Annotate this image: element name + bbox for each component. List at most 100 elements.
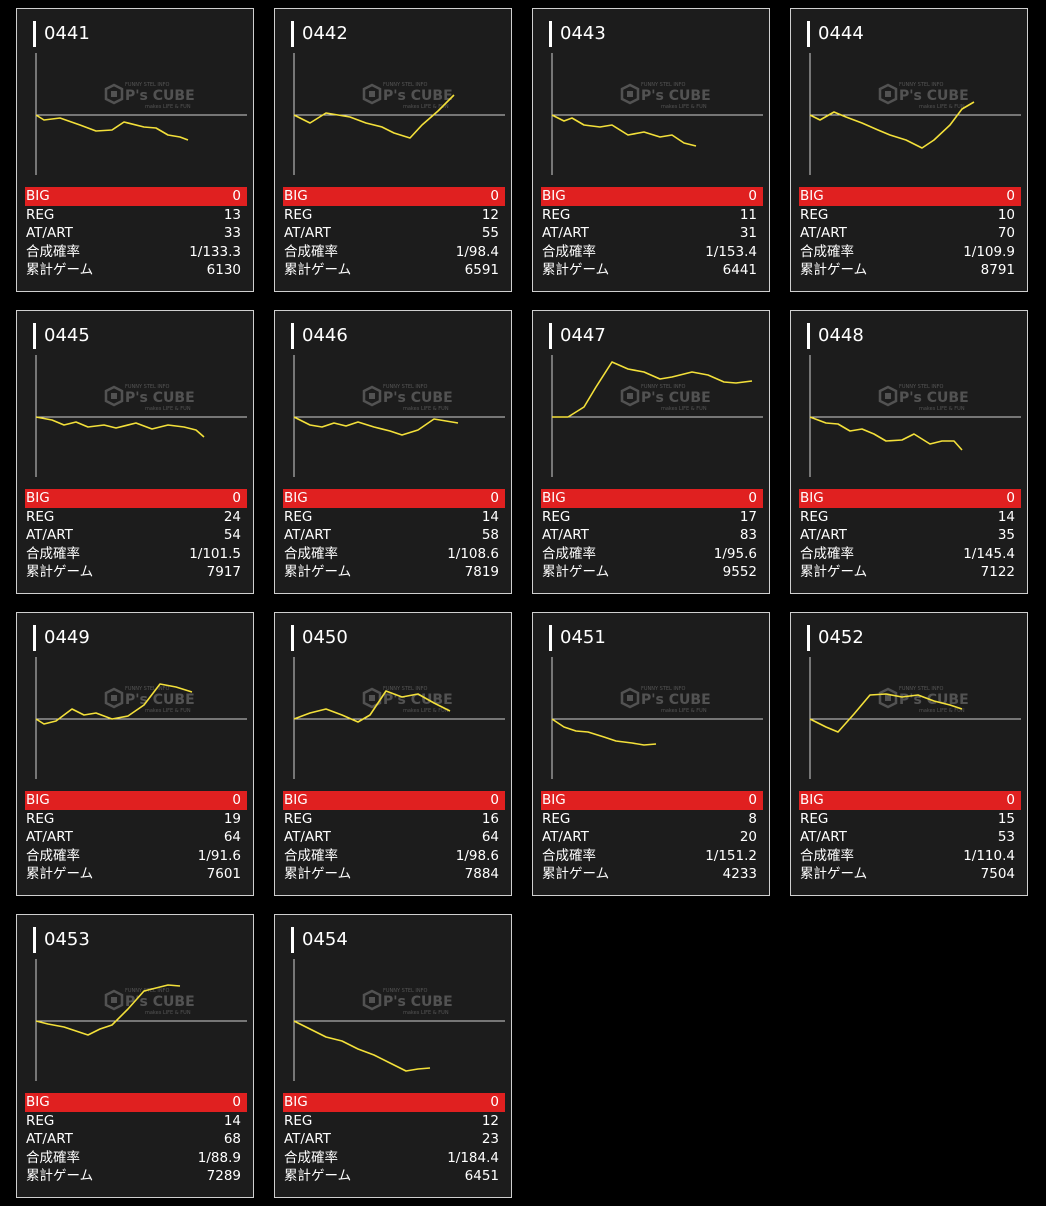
- svg-text:FUNNY STEL INFO: FUNNY STEL INFO: [899, 384, 944, 390]
- svg-text:FUNNY STEL INFO: FUNNY STEL INFO: [383, 384, 428, 390]
- svg-text:P's CUBE: P's CUBE: [641, 692, 711, 708]
- machine-card[interactable]: 0450 FUNNY STEL INFO P's CUBE makes LIFE & …: [274, 612, 512, 896]
- stat-label: REG: [26, 810, 55, 827]
- stat-label: REG: [284, 810, 313, 827]
- stat-value: 0: [748, 490, 757, 506]
- machine-card[interactable]: 0445 FUNNY STEL INFO P's CUBE makes LIFE & …: [16, 310, 254, 594]
- stat-label: REG: [26, 1112, 55, 1129]
- stat-label: BIG: [284, 792, 308, 808]
- at-art-row: AT/ART 68: [25, 1130, 247, 1149]
- svg-text:FUNNY STEL INFO: FUNNY STEL INFO: [125, 686, 170, 692]
- reg-row: REG 19: [25, 810, 247, 829]
- stat-label: 合成確率: [26, 545, 80, 562]
- big-row: BIG 0: [541, 791, 763, 810]
- machine-card[interactable]: 0452 FUNNY STEL INFO P's CUBE makes LIFE & …: [790, 612, 1028, 896]
- payout-line: [809, 693, 963, 733]
- payout-line: [293, 416, 459, 436]
- svg-text:FUNNY STEL INFO: FUNNY STEL INFO: [125, 82, 170, 88]
- stat-value: 23: [481, 1131, 499, 1148]
- stat-label: 累計ゲーム: [800, 866, 868, 883]
- payout-line: [293, 690, 451, 723]
- big-row: BIG 0: [25, 791, 247, 810]
- stats-table: BIG 0 REG 11 AT/ART 31 合成確率 1/153.4 累計ゲーム 6441: [541, 187, 763, 280]
- total-games-row: 累計ゲーム 6451: [283, 1167, 505, 1186]
- stat-value: 12: [481, 206, 499, 223]
- machine-card[interactable]: 0449 FUNNY STEL INFO P's CUBE makes LIFE & …: [16, 612, 254, 896]
- machine-number: 0441: [33, 21, 90, 47]
- stat-label: 累計ゲーム: [542, 564, 610, 581]
- stat-label: 合成確率: [26, 1149, 80, 1166]
- combined-probability-row: 合成確率 1/145.4: [799, 545, 1021, 564]
- machine-card[interactable]: 0448 FUNNY STEL INFO P's CUBE makes LIFE & …: [790, 310, 1028, 594]
- stat-value: 1/101.5: [189, 545, 241, 562]
- at-art-row: AT/ART 54: [25, 526, 247, 545]
- svg-text:makes LIFE & FUN: makes LIFE & FUN: [403, 406, 449, 412]
- stat-value: 15: [997, 810, 1015, 827]
- combined-probability-row: 合成確率 1/91.6: [25, 847, 247, 866]
- stat-label: 合成確率: [284, 1149, 338, 1166]
- combined-probability-row: 合成確率 1/151.2: [541, 847, 763, 866]
- total-games-row: 累計ゲーム 7289: [25, 1167, 247, 1186]
- svg-text:makes LIFE & FUN: makes LIFE & FUN: [919, 406, 965, 412]
- stat-value: 7819: [464, 564, 499, 581]
- machine-card[interactable]: 0447 FUNNY STEL INFO P's CUBE makes LIFE & …: [532, 310, 770, 594]
- stat-label: AT/ART: [26, 527, 73, 544]
- big-row: BIG 0: [25, 489, 247, 508]
- reg-row: REG 8: [541, 810, 763, 829]
- stats-table: BIG 0 REG 15 AT/ART 53 合成確率 1/110.4 累計ゲーム 7504: [799, 791, 1021, 884]
- stat-label: BIG: [26, 792, 50, 808]
- stats-table: BIG 0 REG 17 AT/ART 83 合成確率 1/95.6 累計ゲーム 9552: [541, 489, 763, 582]
- total-games-row: 累計ゲーム 7601: [25, 865, 247, 884]
- stat-label: AT/ART: [800, 527, 847, 544]
- machine-card[interactable]: 0451 FUNNY STEL INFO P's CUBE makes LIFE & …: [532, 612, 770, 896]
- machine-number: 0442: [291, 21, 348, 47]
- svg-text:FUNNY STEL INFO: FUNNY STEL INFO: [899, 686, 944, 692]
- stats-table: BIG 0 REG 24 AT/ART 54 合成確率 1/101.5 累計ゲーム 7917: [25, 489, 247, 582]
- stat-value: 14: [997, 508, 1015, 525]
- machine-card[interactable]: 0446 FUNNY STEL INFO P's CUBE makes LIFE & …: [274, 310, 512, 594]
- stat-value: 33: [223, 225, 241, 242]
- stat-value: 6591: [464, 262, 499, 279]
- stat-label: BIG: [800, 490, 824, 506]
- svg-text:makes LIFE & FUN: makes LIFE & FUN: [919, 104, 965, 110]
- machine-card[interactable]: 0444 FUNNY STEL INFO P's CUBE makes LIFE & …: [790, 8, 1028, 292]
- machine-card[interactable]: 0443 FUNNY STEL INFO P's CUBE makes LIFE & …: [532, 8, 770, 292]
- stat-label: BIG: [284, 188, 308, 204]
- total-games-row: 累計ゲーム 6441: [541, 261, 763, 280]
- svg-text:P's CUBE: P's CUBE: [383, 994, 453, 1010]
- reg-row: REG 11: [541, 206, 763, 225]
- stat-value: 35: [997, 527, 1015, 544]
- stat-value: 1/91.6: [197, 847, 241, 864]
- stat-value: 0: [748, 792, 757, 808]
- combined-probability-row: 合成確率 1/153.4: [541, 243, 763, 262]
- stat-label: BIG: [284, 1094, 308, 1110]
- at-art-row: AT/ART 20: [541, 828, 763, 847]
- stat-label: 合成確率: [800, 545, 854, 562]
- stat-value: 8: [748, 810, 757, 827]
- machine-card[interactable]: 0442 FUNNY STEL INFO P's CUBE makes LIFE & …: [274, 8, 512, 292]
- svg-text:makes LIFE & FUN: makes LIFE & FUN: [403, 104, 449, 110]
- machine-card[interactable]: 0453 FUNNY STEL INFO P's CUBE makes LIFE & …: [16, 914, 254, 1198]
- payout-line: [809, 101, 975, 149]
- stat-value: 7917: [206, 564, 241, 581]
- stat-value: 64: [481, 829, 499, 846]
- total-games-row: 累計ゲーム 6591: [283, 261, 505, 280]
- stat-value: 19: [223, 810, 241, 827]
- stat-value: 4233: [722, 866, 757, 883]
- big-row: BIG 0: [541, 187, 763, 206]
- stat-label: REG: [800, 508, 829, 525]
- stat-value: 54: [223, 527, 241, 544]
- machine-card[interactable]: 0454 FUNNY STEL INFO P's CUBE makes LIFE & …: [274, 914, 512, 1198]
- stat-label: 累計ゲーム: [284, 564, 352, 581]
- svg-text:makes LIFE & FUN: makes LIFE & FUN: [145, 406, 191, 412]
- stat-label: BIG: [800, 792, 824, 808]
- machine-card[interactable]: 0441 FUNNY STEL INFO P's CUBE makes LIFE & …: [16, 8, 254, 292]
- stat-label: REG: [284, 206, 313, 223]
- combined-probability-row: 合成確率 1/133.3: [25, 243, 247, 262]
